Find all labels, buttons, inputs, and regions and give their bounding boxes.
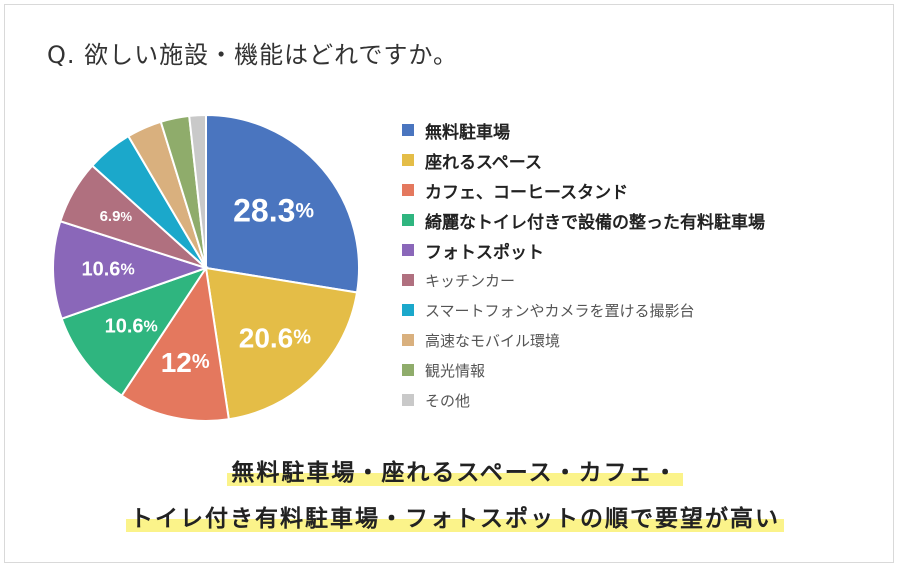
- legend-label: キッチンカー: [425, 271, 516, 290]
- legend-label: カフェ、コーヒースタンド: [425, 182, 629, 203]
- legend-item: キッチンカー: [402, 265, 765, 295]
- legend-item: 観光情報: [402, 355, 765, 385]
- legend-item: 座れるスペース: [402, 145, 765, 175]
- summary-banner: 無料駐車場・座れるスペース・カフェ・ トイレ付き有料駐車場・フォトスポットの順で…: [5, 453, 900, 545]
- legend-swatch: [402, 364, 414, 376]
- pie-slice-label: 6.9%: [100, 208, 133, 225]
- legend-swatch: [402, 394, 414, 406]
- legend-label: 座れるスペース: [425, 152, 542, 173]
- legend-item: 無料駐車場: [402, 115, 765, 145]
- legend-label: 無料駐車場: [425, 122, 510, 143]
- card-frame: Q. 欲しい施設・機能はどれですか。 28.3% 20.6% 12% 10.6% 10.…: [4, 4, 894, 563]
- legend-label: 観光情報: [425, 361, 486, 380]
- legend-swatch: [402, 184, 414, 196]
- legend-label: その他: [425, 391, 471, 410]
- pie-slice-label: 12%: [161, 347, 210, 378]
- question-title: Q. 欲しい施設・機能はどれですか。: [47, 41, 458, 69]
- legend-swatch: [402, 154, 414, 166]
- pie-slice-label: 28.3%: [233, 193, 314, 229]
- legend-swatch: [402, 214, 414, 226]
- legend-swatch: [402, 334, 414, 346]
- legend-item: その他: [402, 385, 765, 415]
- summary-line-2-text: トイレ付き有料駐車場・フォトスポットの順で要望が高い: [126, 506, 784, 532]
- pie-svg: 28.3%20.6%12%10.6%10.6%6.9%: [52, 113, 360, 422]
- pie-slice: [120, 265, 230, 422]
- pie-slice-label: 10.6%: [105, 315, 158, 337]
- pie-slice: [188, 113, 207, 269]
- legend-item: フォトスポット: [402, 235, 765, 265]
- legend-label: 綺麗なトイレ付きで設備の整った有料駐車場: [425, 212, 765, 233]
- pie-slice-label: 20.6%: [239, 322, 312, 353]
- pie-slice: [52, 219, 210, 321]
- legend-label: スマートフォンやカメラを置ける撮影台: [425, 301, 695, 320]
- legend-item: 綺麗なトイレ付きで設備の整った有料駐車場: [402, 205, 765, 235]
- legend-label: 高速なモバイル環境: [425, 331, 561, 350]
- chart-legend: 無料駐車場座れるスペースカフェ、コーヒースタンド綺麗なトイレ付きで設備の整った有…: [402, 115, 765, 415]
- legend-item: 高速なモバイル環境: [402, 325, 765, 355]
- legend-swatch: [402, 124, 414, 136]
- summary-line-1-text: 無料駐車場・座れるスペース・カフェ・: [227, 460, 683, 486]
- legend-item: カフェ、コーヒースタンド: [402, 175, 765, 205]
- pie-slice: [205, 113, 360, 294]
- pie-slice: [60, 266, 209, 398]
- legend-label: フォトスポット: [425, 242, 544, 263]
- legend-swatch: [402, 244, 414, 256]
- summary-line-2: トイレ付き有料駐車場・フォトスポットの順で要望が高い: [5, 499, 900, 533]
- pie-chart: 28.3% 20.6% 12% 10.6% 10.6% 6.9%: [51, 113, 361, 423]
- legend-swatch: [402, 274, 414, 286]
- legend-item: スマートフォンやカメラを置ける撮影台: [402, 295, 765, 325]
- pie-slice: [204, 266, 359, 421]
- summary-line-1: 無料駐車場・座れるスペース・カフェ・: [5, 453, 900, 487]
- legend-swatch: [402, 304, 414, 316]
- pie-slice-label: 10.6%: [82, 258, 135, 280]
